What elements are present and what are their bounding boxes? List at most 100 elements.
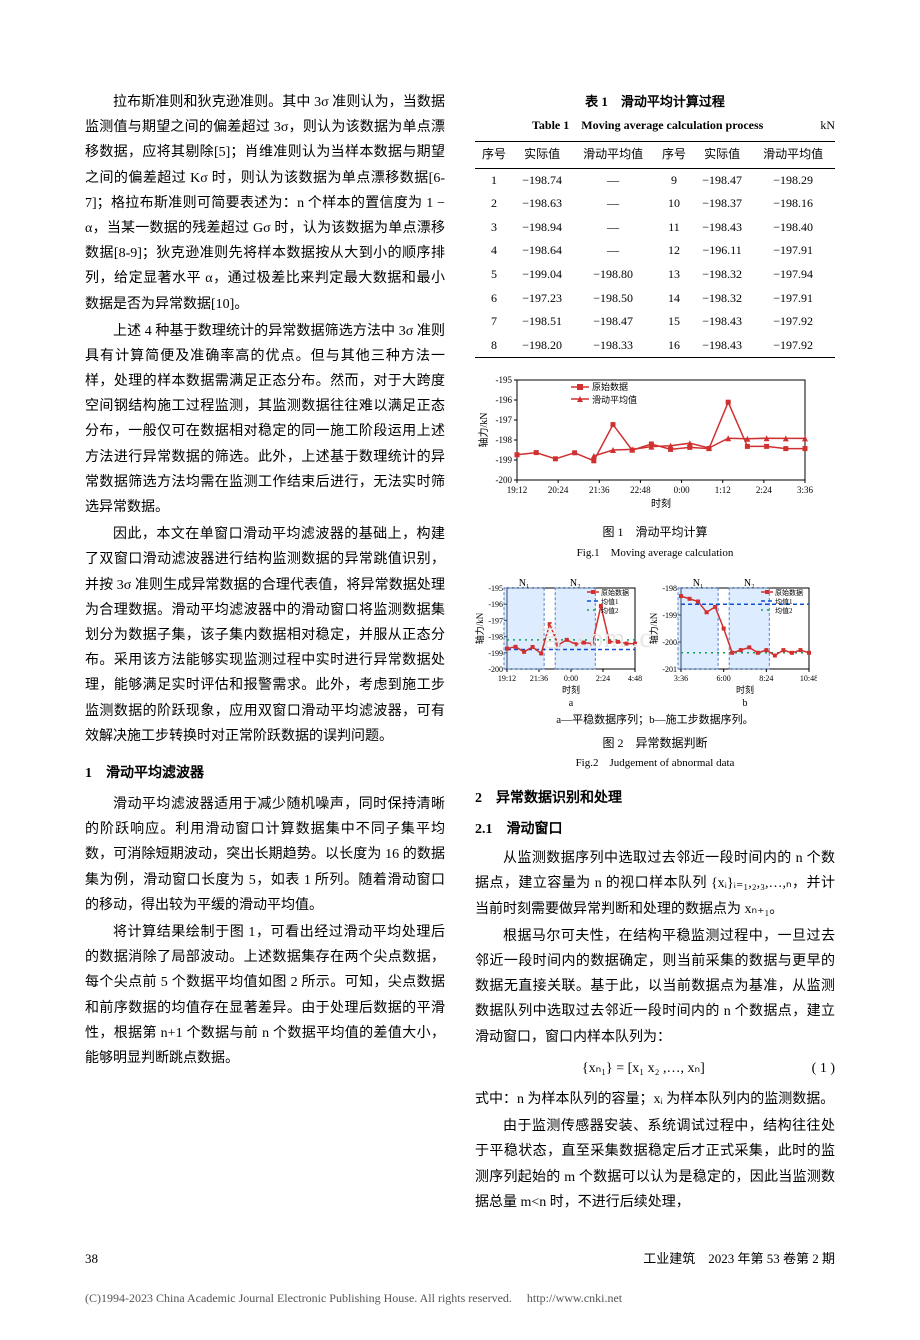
svg-text:-198: -198 (488, 632, 503, 641)
svg-text:均值2: 均值2 (601, 606, 619, 615)
table-cell: −198.51 (513, 310, 571, 334)
table-cell: −198.32 (693, 263, 751, 287)
table-cell: 10 (655, 192, 693, 216)
svg-text:-201: -201 (662, 665, 677, 674)
table-cell: −199.04 (513, 263, 571, 287)
svg-text:21:36: 21:36 (530, 674, 548, 683)
svg-text:20:24: 20:24 (548, 485, 569, 495)
svg-text:轴力/kN: 轴力/kN (475, 612, 485, 644)
table-cell: −198.40 (751, 216, 835, 240)
table-header: 实际值 (513, 141, 571, 168)
table-header: 实际值 (693, 141, 751, 168)
table-cell: 2 (475, 192, 513, 216)
table-cell: — (571, 239, 655, 263)
svg-text:N₂: N₂ (570, 578, 581, 589)
table-cell: — (571, 216, 655, 240)
paragraph: 将计算结果绘制于图 1，可看出经过滑动平均处理后的数据消除了局部波动。上述数据集… (85, 920, 445, 1071)
svg-text:19:12: 19:12 (498, 674, 516, 683)
svg-text:时刻: 时刻 (562, 684, 580, 695)
table-header: 序号 (655, 141, 693, 168)
table-cell: −198.47 (693, 168, 751, 192)
table-cell: 11 (655, 216, 693, 240)
left-column: 拉布斯准则和狄克逊准则。其中 3σ 准则认为，当数据监测值与期望之间的偏差超过 … (85, 90, 445, 1217)
table-cell: 4 (475, 239, 513, 263)
paragraph: 上述 4 种基于数理统计的异常数据筛选方法中 3σ 准则具有计算简便及准确率高的… (85, 319, 445, 521)
table-cell: 12 (655, 239, 693, 263)
svg-text:原始数据: 原始数据 (592, 381, 628, 392)
svg-text:2:24: 2:24 (596, 674, 610, 683)
table-cell: — (571, 192, 655, 216)
table-cell: −197.91 (751, 287, 835, 311)
figure-1: -195-196-197-198-199-20019:1220:2421:362… (475, 370, 835, 520)
table-title-cn: 表 1 滑动平均计算过程 (475, 90, 835, 113)
svg-text:均值2: 均值2 (775, 606, 793, 615)
svg-text:N₁: N₁ (519, 578, 530, 589)
svg-text:原始数据: 原始数据 (601, 588, 629, 597)
svg-text:轴力/kN: 轴力/kN (649, 612, 659, 644)
table-cell: 14 (655, 287, 693, 311)
svg-text:0:00: 0:00 (564, 674, 578, 683)
table-cell: −198.80 (571, 263, 655, 287)
paragraph: 滑动平均滤波器适用于减少随机噪声，同时保持清晰的阶跃响应。利用滑动窗口计算数据集… (85, 792, 445, 918)
copyright-line: (C)1994-2023 China Academic Journal Elec… (85, 1288, 835, 1310)
table-cell: 5 (475, 263, 513, 287)
svg-text:-197: -197 (488, 616, 503, 625)
table-cell: 13 (655, 263, 693, 287)
svg-text:0:00: 0:00 (674, 485, 691, 495)
table-title-en-text: Table 1 Moving average calculation proce… (532, 118, 763, 132)
paragraph: 根据马尔可夫性，在结构平稳监测过程中，一旦过去邻近一段时间内的数据确定，则当前采… (475, 924, 835, 1050)
page-number: 38 (85, 1247, 98, 1270)
table-cell: −198.20 (513, 334, 571, 358)
table-cell: 8 (475, 334, 513, 358)
table-cell: 15 (655, 310, 693, 334)
paragraph: 拉布斯准则和狄克逊准则。其中 3σ 准则认为，当数据监测值与期望之间的偏差超过 … (85, 90, 445, 317)
equation-body: {xₙ₁} = [x₁ x₂ ,…, xₙ] (582, 1061, 705, 1076)
svg-text:-195: -195 (488, 584, 503, 593)
fig1-chart: -195-196-197-198-199-20019:1220:2421:362… (475, 370, 815, 520)
table-cell: −198.47 (571, 310, 655, 334)
table-title-en: Table 1 Moving average calculation proce… (475, 115, 835, 137)
table-row: 6−197.23−198.5014−198.32−197.91 (475, 287, 835, 311)
fig1-caption-en: Fig.1 Moving average calculation (475, 544, 835, 564)
table-1: 序号实际值滑动平均值序号实际值滑动平均值 1−198.74—9−198.47−1… (475, 141, 835, 358)
table-cell: −198.50 (571, 287, 655, 311)
svg-text:-199: -199 (488, 649, 503, 658)
paragraph: 式中：n 为样本队列的容量；xᵢ 为样本队列内的监测数据。 (475, 1087, 835, 1112)
paragraph: 从监测数据序列中选取过去邻近一段时间内的 n 个数据点，建立容量为 n 的视口样… (475, 846, 835, 922)
figure-2: 信 .com .c -195-196-197-198-199-20019:122… (475, 574, 835, 709)
table-cell: 16 (655, 334, 693, 358)
journal-info: 工业建筑 2023 年第 53 卷第 2 期 (643, 1247, 835, 1270)
svg-text:时刻: 时刻 (651, 497, 671, 510)
svg-text:3:36: 3:36 (674, 674, 688, 683)
svg-text:-200: -200 (496, 475, 513, 485)
table-row: 7−198.51−198.4715−198.43−197.92 (475, 310, 835, 334)
svg-text:19:12: 19:12 (507, 485, 528, 495)
svg-text:-197: -197 (496, 415, 513, 425)
table-row: 3−198.94—11−198.43−198.40 (475, 216, 835, 240)
svg-text:-195: -195 (496, 375, 513, 385)
copyright-link[interactable]: http://www.cnki.net (527, 1291, 622, 1305)
svg-text:2:24: 2:24 (756, 485, 773, 495)
table-cell: −198.43 (693, 334, 751, 358)
table-cell: 9 (655, 168, 693, 192)
svg-text:-196: -196 (488, 600, 503, 609)
table-row: 5−199.04−198.8013−198.32−197.94 (475, 263, 835, 287)
equation-1: {xₙ₁} = [x₁ x₂ ,…, xₙ] ( 1 ) (475, 1056, 835, 1081)
svg-text:8:24: 8:24 (759, 674, 773, 683)
fig2b-chart: -198-199-200-2013:366:008:2410:48轴力/kN时刻… (649, 574, 817, 709)
table-cell: −198.64 (513, 239, 571, 263)
table-cell: 7 (475, 310, 513, 334)
paragraph: 因此，本文在单窗口滑动平均滤波器的基础上，构建了双窗口滑动滤波器进行结构监测数据… (85, 522, 445, 749)
svg-text:21:36: 21:36 (589, 485, 610, 495)
svg-text:均值1: 均值1 (775, 597, 793, 606)
table-row: 8−198.20−198.3316−198.43−197.92 (475, 334, 835, 358)
fig1-caption-cn: 图 1 滑动平均计算 (475, 522, 835, 544)
right-column: 表 1 滑动平均计算过程 Table 1 Moving average calc… (475, 90, 835, 1217)
svg-text:滑动平均值: 滑动平均值 (592, 394, 637, 405)
table-cell: −198.74 (513, 168, 571, 192)
table-cell: −198.33 (571, 334, 655, 358)
table-cell: −197.92 (751, 334, 835, 358)
table-row: 1−198.74—9−198.47−198.29 (475, 168, 835, 192)
table-cell: −198.32 (693, 287, 751, 311)
table-cell: — (571, 168, 655, 192)
